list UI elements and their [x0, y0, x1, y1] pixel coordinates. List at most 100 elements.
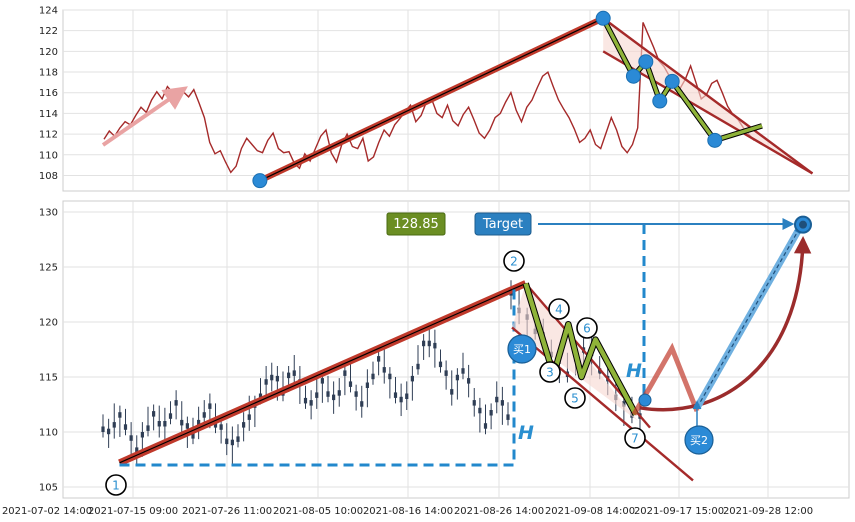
curved-target-arrow: [639, 236, 812, 412]
top-pivot-point: [625, 68, 641, 84]
candle-body: [320, 378, 324, 384]
candle-body: [292, 370, 296, 376]
candle-body: [197, 419, 201, 426]
top-panel-frame: [62, 9, 850, 192]
candle-body: [365, 382, 369, 388]
candle-body: [433, 342, 437, 349]
point-label-circle: [548, 298, 570, 320]
price-label: 128.85: [393, 217, 439, 232]
candle-body: [101, 426, 105, 432]
point-label: 4: [555, 303, 563, 317]
candle-body: [495, 396, 499, 403]
target-label: Target: [482, 217, 523, 232]
candle-body: [388, 373, 392, 380]
candle-body: [163, 421, 167, 427]
h-label-left: H: [518, 422, 534, 444]
candle-body: [168, 413, 173, 419]
candle-body: [112, 422, 116, 428]
buy-label: 买2: [690, 434, 708, 447]
candle-body: [438, 361, 443, 368]
point-label-circle: [576, 317, 598, 339]
bottom-trend-line-core: [119, 282, 526, 464]
candle-body: [152, 411, 156, 417]
candle-body: [444, 370, 448, 376]
candle-body: [140, 432, 144, 438]
target-projection-band: [693, 225, 804, 410]
candle-body: [258, 393, 263, 399]
candle-body: [275, 375, 279, 382]
candle-body: [393, 392, 398, 398]
bottom-y-tick-label: 130: [39, 208, 58, 219]
top-y-tick-label: 110: [39, 150, 58, 161]
candle-body: [185, 423, 189, 429]
candle-body: [332, 394, 336, 401]
x-tick-label: 2021-09-08 14:00: [545, 506, 635, 517]
top-y-tick-label: 114: [39, 109, 58, 120]
top-pivot-point: [652, 93, 668, 109]
candle-body: [157, 421, 161, 427]
candle-body: [135, 447, 139, 453]
buy-marker: [507, 334, 537, 364]
top-y-tick-label: 122: [39, 26, 58, 37]
point-label-circle: [105, 474, 127, 496]
candle-body: [348, 381, 353, 387]
bottom-y-tick-label: 125: [39, 263, 58, 274]
target-label-box: [474, 212, 532, 236]
candle-body: [337, 390, 341, 396]
point-label: 5: [571, 392, 579, 406]
candle-body: [416, 363, 420, 370]
buy-label: 买1: [513, 343, 531, 356]
x-tick-label: 2021-08-26 14:00: [454, 506, 544, 517]
top-y-tick-label: 124: [39, 6, 58, 17]
x-tick-label: 2021-09-28 12:00: [723, 506, 813, 517]
candle-body: [146, 425, 150, 431]
candle-body: [399, 396, 403, 403]
top-pivot-point: [707, 132, 723, 148]
candle-body: [236, 436, 240, 442]
candle-body: [450, 389, 454, 395]
point-label-circle: [624, 427, 646, 449]
candle-body: [287, 372, 291, 379]
candle-body: [377, 356, 381, 362]
top-y-tick-label: 108: [39, 171, 58, 182]
candle-body: [410, 375, 414, 382]
candle-body: [309, 400, 313, 406]
candle-body: [208, 403, 212, 409]
candle-body: [455, 374, 459, 381]
candle-body: [478, 407, 482, 414]
candle-body: [213, 422, 218, 428]
candle-body: [174, 400, 178, 406]
breakout-point: [638, 393, 652, 407]
candle-body: [360, 401, 364, 407]
candle-body: [427, 340, 431, 347]
candle-body: [123, 424, 128, 430]
top-y-tick-label: 118: [39, 68, 58, 79]
candle-body: [129, 435, 133, 441]
candle-body: [191, 433, 195, 439]
candle-body: [354, 391, 358, 397]
top-y-tick-label: 120: [39, 47, 58, 58]
candle-body: [247, 414, 251, 420]
candle-body: [422, 340, 426, 347]
h-label-right: H: [626, 360, 642, 382]
point-label: 6: [583, 322, 591, 336]
candle-body: [107, 428, 111, 435]
x-tick-label: 2021-08-16 14:00: [363, 506, 453, 517]
top-y-tick-label: 116: [39, 88, 58, 99]
candle-body: [483, 423, 488, 429]
candle-body: [180, 419, 184, 426]
top-pivot-point: [252, 173, 268, 189]
candle-body: [202, 412, 206, 418]
candle-body: [118, 412, 122, 418]
candle-body: [303, 397, 308, 404]
top-pivot-point: [664, 73, 680, 89]
candle-body: [382, 367, 386, 373]
candle-body: [461, 368, 465, 374]
bottom-y-tick-label: 110: [39, 428, 58, 439]
candle-body: [219, 424, 223, 430]
top-pivot-point: [595, 10, 611, 26]
top-trend-line: [602, 17, 814, 175]
x-tick-label: 2021-08-05 10:00: [273, 506, 363, 517]
